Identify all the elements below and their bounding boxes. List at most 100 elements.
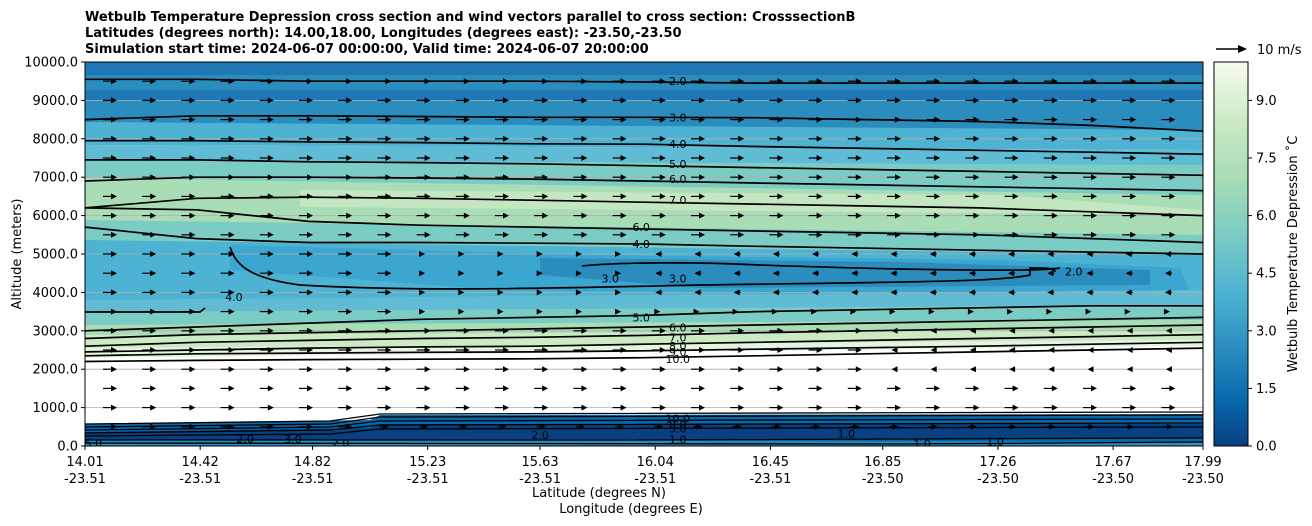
wind-arrow	[930, 347, 937, 353]
wind-arrow	[1048, 366, 1055, 373]
x-tick-label-longitude: -23.51	[292, 472, 334, 487]
wind-arrow	[299, 212, 313, 219]
wind-arrow	[573, 366, 588, 373]
wind-arrow	[811, 308, 818, 315]
wind-arrow	[1161, 212, 1176, 219]
wind-arrow	[181, 212, 196, 219]
wind-arrow	[573, 347, 588, 353]
wind-arrow	[419, 289, 426, 296]
contour-label-text: 3.0	[669, 111, 687, 124]
wind-arrow	[1161, 97, 1176, 104]
y-tick-label: 3000.0	[33, 324, 79, 339]
wind-arrow	[1008, 251, 1016, 257]
contour-label: 5.0	[669, 158, 687, 171]
wind-arrow	[1004, 78, 1019, 85]
wind-arrow	[926, 174, 941, 181]
wind-arrow	[573, 385, 588, 392]
wind-arrow	[455, 327, 470, 334]
wind-arrow	[142, 308, 157, 315]
wind-arrow	[338, 423, 353, 430]
wind-arrow	[181, 308, 196, 315]
wind-arrow	[733, 270, 741, 277]
contour-fill	[85, 62, 1203, 446]
wind-arrow	[615, 289, 622, 296]
wind-arrow	[890, 251, 898, 257]
wind-arrow	[808, 404, 823, 411]
wind-arrow	[534, 366, 549, 373]
wind-arrow	[259, 212, 274, 219]
wind-arrow	[377, 193, 392, 200]
wind-arrow	[181, 174, 196, 181]
wind-arrow	[612, 116, 627, 123]
wind-arrow	[220, 231, 235, 238]
y-tick-label: 8000.0	[33, 132, 79, 147]
wind-arrow	[495, 193, 509, 200]
wind-arrow	[612, 366, 627, 373]
wind-arrow	[965, 231, 980, 238]
wind-arrow	[142, 116, 157, 123]
contour-label: 6.0	[669, 322, 687, 335]
wind-arrow	[534, 212, 549, 219]
wind-arrow	[1122, 135, 1137, 142]
wind-arrow	[181, 385, 196, 392]
wind-arrow	[1161, 193, 1176, 200]
wind-arrow	[691, 78, 705, 85]
wind-arrow	[338, 270, 353, 277]
wind-arrow	[771, 308, 778, 315]
wind-arrow	[338, 385, 353, 392]
wind-arrow	[694, 289, 702, 296]
wind-arrow	[142, 385, 157, 392]
wind-arrow	[181, 135, 196, 142]
wind-arrow	[259, 366, 274, 373]
wind-arrow	[965, 174, 980, 181]
contour-label-text: 3.0	[669, 273, 687, 286]
wind-arrow	[416, 347, 431, 353]
wind-arrow	[455, 78, 470, 85]
wind-arrow	[181, 251, 196, 257]
x-tick-label-latitude: 15.23	[409, 455, 446, 470]
wind-arrow	[495, 174, 509, 181]
wind-arrow	[847, 327, 862, 334]
colorbar-tick-label: 4.5	[1256, 267, 1277, 282]
wind-arrow	[1004, 174, 1019, 181]
wind-arrow	[691, 155, 705, 161]
wind-arrow	[181, 155, 196, 161]
wind-arrow	[575, 270, 582, 277]
wind-arrow	[651, 404, 666, 411]
x-tick-label-latitude: 16.85	[864, 455, 901, 470]
x-tick-label-latitude: 17.67	[1095, 455, 1132, 470]
wind-arrow	[651, 78, 666, 85]
wind-arrow	[220, 135, 235, 142]
wind-arrow	[259, 270, 274, 277]
wind-arrow	[651, 97, 666, 104]
x-tick-label-longitude: -23.51	[519, 472, 561, 487]
wind-arrow	[220, 78, 235, 85]
wind-arrow	[181, 116, 196, 123]
wind-arrow	[103, 347, 117, 353]
wind-arrow	[299, 97, 313, 104]
wind-arrow	[534, 97, 549, 104]
wind-arrow	[299, 193, 313, 200]
contour-label: 3.0	[669, 422, 687, 435]
contour-label: 5.0	[85, 437, 102, 446]
wind-arrow	[612, 231, 627, 238]
contour-label: 1.0	[838, 428, 856, 441]
colorbar-tick-label: 6.0	[1256, 209, 1277, 224]
wind-arrow	[419, 270, 426, 277]
wind-arrow	[416, 78, 431, 85]
contour-label-text: 3.0	[669, 422, 687, 435]
wind-arrow	[259, 231, 274, 238]
wind-arrow	[299, 404, 313, 411]
wind-arrow	[495, 347, 509, 353]
wind-arrow	[416, 116, 431, 123]
wind-arrow	[887, 212, 901, 219]
wind-arrow	[1083, 174, 1097, 181]
contour-label-text: 3.0	[602, 273, 620, 286]
interior-contours	[85, 246, 1061, 313]
wind-arrow	[220, 308, 235, 315]
wind-arrow	[889, 308, 896, 315]
arrow-right-icon	[1238, 45, 1247, 53]
wind-arrow	[338, 193, 353, 200]
wind-arrow	[1125, 251, 1133, 257]
wind-arrow	[965, 404, 980, 411]
